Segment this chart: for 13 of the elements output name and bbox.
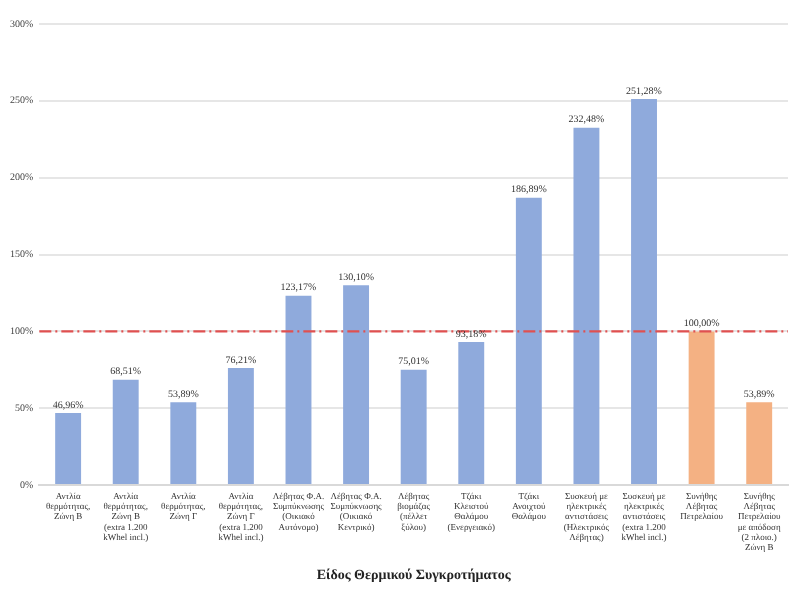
- bar: [746, 402, 773, 485]
- bar: [55, 412, 82, 485]
- bar: [112, 379, 139, 485]
- bar: [631, 98, 657, 485]
- bar: [343, 285, 370, 485]
- bar: [285, 295, 312, 485]
- bar: [515, 197, 542, 485]
- bar: [400, 369, 427, 485]
- bar: [227, 367, 254, 485]
- bar: [573, 127, 600, 485]
- bar: [458, 341, 485, 485]
- bar: [170, 402, 197, 485]
- bar: [688, 331, 715, 485]
